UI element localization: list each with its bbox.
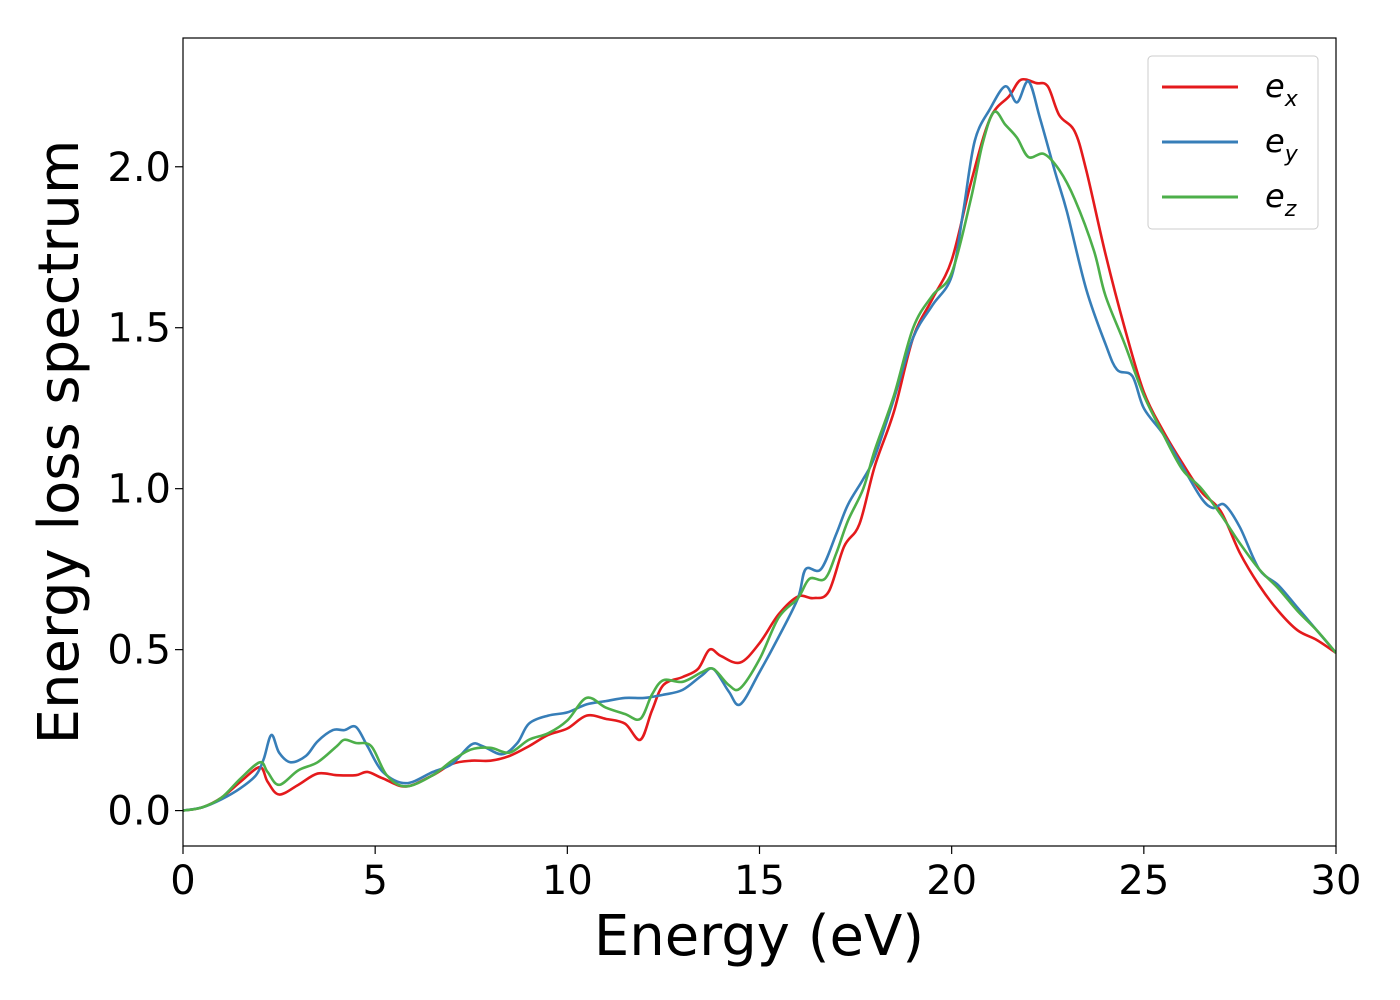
legend-label-e-x: ex xyxy=(1265,67,1299,112)
series-line-e-y xyxy=(183,80,1336,812)
y-tick-label: 1.5 xyxy=(107,306,171,352)
x-tick-label: 10 xyxy=(542,858,593,904)
x-tick-label: 5 xyxy=(362,858,387,904)
x-tick-label: 20 xyxy=(926,858,977,904)
x-axis-label: Energy (eV) xyxy=(594,904,924,969)
y-tick-label: 2.0 xyxy=(107,145,171,191)
series-line-e-x xyxy=(183,77,1336,812)
y-tick-label: 0.0 xyxy=(107,789,171,835)
x-tick-label: 15 xyxy=(734,858,785,904)
series-line-e-z xyxy=(183,110,1336,812)
y-axis-label: Energy loss spectrum xyxy=(27,140,92,745)
plot-area xyxy=(183,38,1336,846)
x-tick-label: 30 xyxy=(1311,858,1362,904)
legend: ex ey ez xyxy=(1147,55,1319,230)
y-tick-label: 0.5 xyxy=(107,628,171,674)
legend-label-e-y: ey xyxy=(1265,122,1299,167)
x-tick-label: 25 xyxy=(1118,858,1169,904)
x-tick-label: 0 xyxy=(170,858,195,904)
legend-label-e-z: ez xyxy=(1265,177,1297,222)
y-tick-label: 1.0 xyxy=(107,467,171,513)
